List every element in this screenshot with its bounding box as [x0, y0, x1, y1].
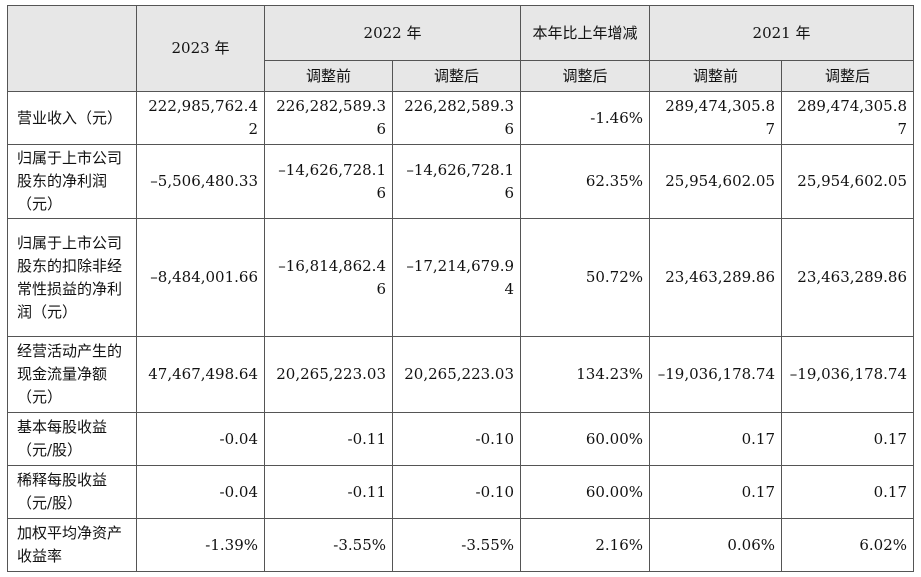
header-2022-after: 调整后	[391, 60, 522, 92]
financial-table-wrapper: 2023 年 2022 年 本年比上年增减 2021 年 调整前 调整后 调整后…	[7, 5, 915, 572]
row-label: 基本每股收益（元/股）	[7, 412, 137, 466]
value-change: -1.46%	[520, 91, 651, 145]
value-2022-after: -0.10	[391, 412, 522, 466]
header-row-sub: 调整前 调整后 调整后 调整前 调整后	[8, 60, 915, 92]
table-row: 归属于上市公司股东的扣除非经常性损益的净利润（元） –8,484,001.66 …	[7, 218, 915, 337]
value-2022-after: -0.10	[391, 465, 522, 519]
header-2023: 2023 年	[136, 5, 265, 92]
value-2022-before: –16,814,862.46	[264, 218, 393, 337]
value-2021-after: –19,036,178.74	[781, 336, 915, 413]
row-label: 归属于上市公司股东的净利润（元）	[7, 144, 137, 219]
row-label: 加权平均净资产收益率	[7, 518, 137, 572]
value-2022-after: -3.55%	[391, 518, 522, 572]
row-label: 稀释每股收益（元/股）	[7, 465, 137, 519]
table-row: 营业收入（元） 222,985,762.42 226,282,589.36 22…	[7, 91, 915, 145]
value-2021-after: 0.17	[781, 465, 915, 519]
header-2021: 2021 年	[649, 5, 915, 61]
value-2023: 222,985,762.42	[136, 91, 265, 145]
value-2021-before: 0.06%	[649, 518, 783, 572]
value-2023: –5,506,480.33	[136, 144, 265, 219]
header-2022: 2022 年	[263, 5, 522, 61]
header-2022-before: 调整前	[264, 60, 393, 92]
value-2022-before: -3.55%	[264, 518, 393, 572]
value-change: 134.23%	[520, 336, 651, 413]
value-2021-after: 6.02%	[781, 518, 915, 572]
table-row: 基本每股收益（元/股） -0.04 -0.11 -0.10 60.00% 0.1…	[7, 412, 915, 466]
header-row-years: 2023 年 2022 年 本年比上年增减 2021 年	[7, 5, 915, 92]
value-2021-before: –19,036,178.74	[649, 336, 783, 413]
value-2022-before: -0.11	[264, 412, 393, 466]
value-2023: -0.04	[136, 465, 265, 519]
value-2021-before: 0.17	[649, 412, 783, 466]
value-2023: -1.39%	[136, 518, 265, 572]
header-change-sub: 调整后	[520, 60, 651, 92]
financial-summary-table: 2023 年 2022 年 本年比上年增减 2021 年 调整前 调整后 调整后…	[7, 5, 915, 572]
value-2022-after: –17,214,679.94	[391, 218, 522, 337]
value-2023: 47,467,498.64	[136, 336, 265, 413]
value-2022-before: –14,626,728.16	[264, 144, 393, 219]
value-2021-before: 0.17	[649, 465, 783, 519]
header-2021-before: 调整前	[649, 60, 783, 92]
value-change: 2.16%	[520, 518, 651, 572]
value-2022-before: -0.11	[264, 465, 393, 519]
table-row: 经营活动产生的现金流量净额（元） 47,467,498.64 20,265,22…	[7, 336, 915, 413]
value-2021-after: 23,463,289.86	[781, 218, 915, 337]
value-2021-after: 289,474,305.87	[781, 91, 915, 145]
value-change: 62.35%	[520, 144, 651, 219]
value-2022-after: 226,282,589.36	[391, 91, 522, 145]
row-label: 营业收入（元）	[7, 91, 137, 145]
row-label: 经营活动产生的现金流量净额（元）	[7, 336, 137, 413]
table-row: 加权平均净资产收益率 -1.39% -3.55% -3.55% 2.16% 0.…	[7, 518, 915, 572]
value-2021-after: 0.17	[781, 412, 915, 466]
value-2021-after: 25,954,602.05	[781, 144, 915, 219]
header-2021-after: 调整后	[781, 60, 915, 92]
value-2022-after: –14,626,728.16	[391, 144, 522, 219]
row-label: 归属于上市公司股东的扣除非经常性损益的净利润（元）	[7, 218, 137, 337]
table-row: 归属于上市公司股东的净利润（元） –5,506,480.33 –14,626,7…	[7, 144, 915, 219]
header-change: 本年比上年增减	[520, 5, 651, 61]
value-change: 60.00%	[520, 465, 651, 519]
value-2023: –8,484,001.66	[136, 218, 265, 337]
value-2021-before: 23,463,289.86	[649, 218, 783, 337]
table-row: 稀释每股收益（元/股） -0.04 -0.11 -0.10 60.00% 0.1…	[7, 465, 915, 519]
value-change: 50.72%	[520, 218, 651, 337]
value-2021-before: 289,474,305.87	[649, 91, 783, 145]
value-2022-after: 20,265,223.03	[391, 336, 522, 413]
value-2022-before: 226,282,589.36	[264, 91, 393, 145]
value-2022-before: 20,265,223.03	[264, 336, 393, 413]
value-2023: -0.04	[136, 412, 265, 466]
value-change: 60.00%	[520, 412, 651, 466]
value-2021-before: 25,954,602.05	[649, 144, 783, 219]
header-corner-cell	[7, 5, 137, 92]
